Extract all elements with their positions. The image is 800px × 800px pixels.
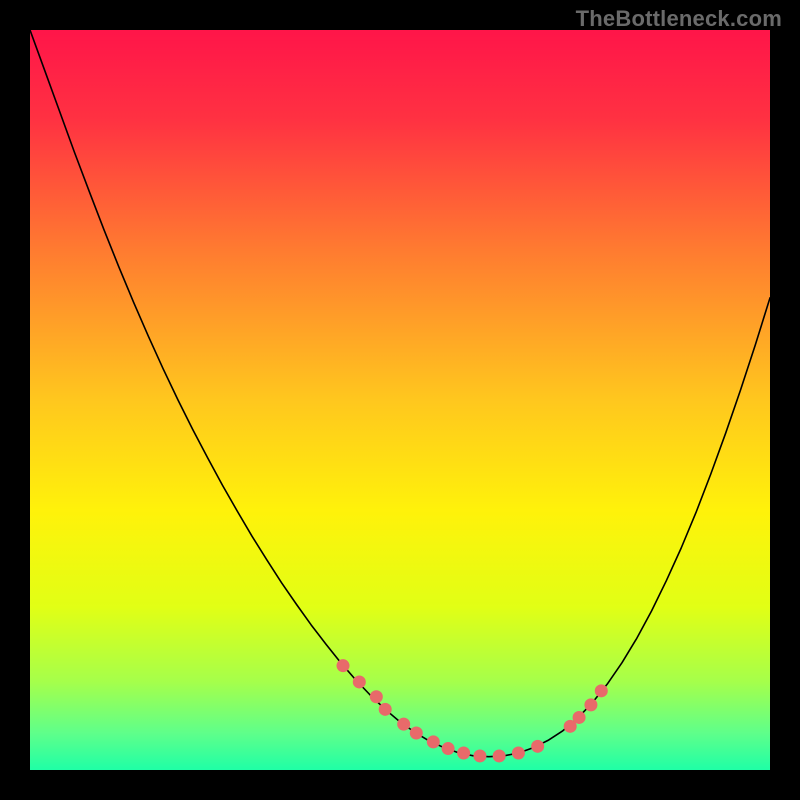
marker-dot	[531, 740, 544, 753]
marker-dot	[379, 703, 392, 716]
marker-dot	[573, 711, 586, 724]
marker-dot	[442, 742, 455, 755]
watermark-text: TheBottleneck.com	[576, 6, 782, 32]
marker-dot	[337, 659, 350, 672]
plot-svg	[30, 30, 770, 770]
marker-dot	[397, 718, 410, 731]
marker-dot	[473, 749, 486, 762]
marker-dot	[493, 749, 506, 762]
marker-dot	[410, 727, 423, 740]
plot-area	[30, 30, 770, 770]
marker-dot	[457, 746, 470, 759]
gradient-background	[30, 30, 770, 770]
marker-dot	[595, 684, 608, 697]
marker-dot	[584, 698, 597, 711]
marker-dot	[427, 735, 440, 748]
marker-dot	[353, 675, 366, 688]
chart-frame: TheBottleneck.com	[0, 0, 800, 800]
marker-dot	[512, 746, 525, 759]
marker-dot	[370, 690, 383, 703]
